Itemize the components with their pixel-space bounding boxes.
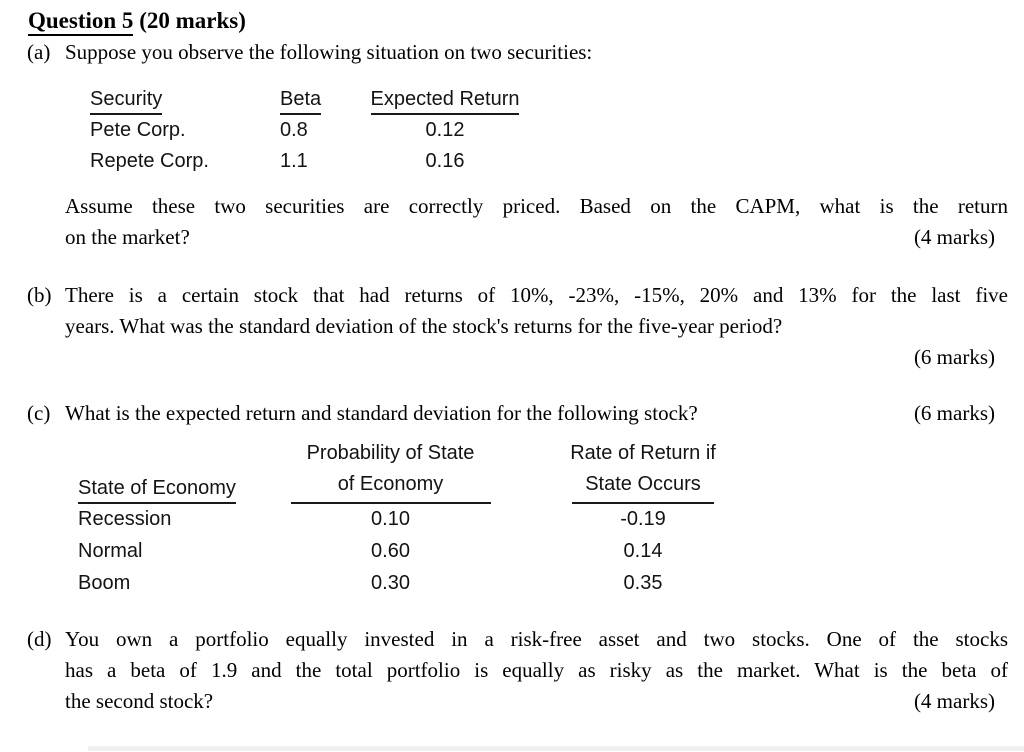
- economy-header-probability: Probability of State of Economy: [283, 440, 498, 504]
- securities-row-0-beta: 0.8: [280, 119, 308, 141]
- economy-row-0-state: Recession: [78, 508, 172, 530]
- economy-header-rate: Rate of Return if State Occurs: [538, 440, 748, 504]
- part-a-intro-block: (a) Suppose you observe the following si…: [27, 37, 1024, 68]
- part-d-marks: (4 marks): [913, 689, 995, 713]
- part-b-line1: There is a certain stock that had return…: [65, 283, 1008, 307]
- part-d-line2: has a beta of 1.9 and the total portfoli…: [65, 658, 1008, 682]
- part-b-label: (b): [27, 283, 52, 307]
- bottom-scan-bar: [88, 746, 1024, 751]
- part-c-question: What is the expected return and standard…: [65, 401, 698, 425]
- economy-row-1-probability: 0.60: [371, 540, 410, 562]
- part-b-block: (b) There is a certain stock that had re…: [27, 280, 1024, 373]
- securities-row-0-security: Pete Corp.: [90, 119, 186, 141]
- securities-header-beta: Beta: [280, 84, 355, 115]
- economy-row-1-state: Normal: [78, 540, 143, 562]
- securities-header-security: Security: [90, 84, 280, 115]
- part-a-marks: (4 marks): [913, 225, 995, 249]
- question-title-text: Question 5: [28, 8, 134, 36]
- part-b-marks: (6 marks): [913, 345, 995, 369]
- securities-row-1-expected-return: 0.16: [425, 150, 465, 172]
- economy-row-1-rate: 0.14: [623, 540, 663, 562]
- economy-row-0-rate: -0.19: [620, 508, 666, 530]
- question-title: Question 5 (20 marks): [28, 6, 246, 36]
- part-d-label: (d): [27, 627, 52, 651]
- economy-row-2-rate: 0.35: [623, 572, 663, 594]
- part-d-block: (d) You own a portfolio equally invested…: [27, 624, 1024, 717]
- part-b-line2: years. What was the standard deviation o…: [65, 314, 783, 338]
- securities-table: Security Beta Expected Return Pete Corp.…: [90, 84, 535, 177]
- part-a-question-block: Assume these two securities are correctl…: [65, 191, 1008, 253]
- economy-header-state: State of Economy: [78, 440, 283, 504]
- part-a-intro-text: Suppose you observe the following situat…: [65, 40, 593, 64]
- securities-row-0-expected-return: 0.12: [425, 119, 465, 141]
- securities-header-expected-return: Expected Return: [355, 84, 535, 115]
- part-a-question-line1: Assume these two securities are correctl…: [65, 194, 1008, 218]
- part-a-question-line2: on the market?: [65, 225, 190, 249]
- economy-states-table: State of Economy Probability of State of…: [78, 440, 748, 600]
- part-c-label: (c): [27, 401, 51, 425]
- securities-row-1-beta: 1.1: [280, 150, 308, 172]
- economy-row-2-state: Boom: [78, 572, 131, 594]
- part-a-label: (a): [27, 40, 51, 64]
- economy-row-2-probability: 0.30: [371, 572, 410, 594]
- part-c-block: (c) What is the expected return and stan…: [27, 398, 1024, 429]
- economy-header-spacer: [498, 440, 538, 504]
- economy-row-0-probability: 0.10: [371, 508, 410, 530]
- part-d-line3: the second stock?: [65, 689, 214, 713]
- question-title-marks: (20 marks): [133, 8, 246, 33]
- part-c-marks: (6 marks): [913, 401, 995, 425]
- securities-row-1-security: Repete Corp.: [90, 150, 209, 172]
- part-d-line1: You own a portfolio equally invested in …: [65, 627, 1008, 651]
